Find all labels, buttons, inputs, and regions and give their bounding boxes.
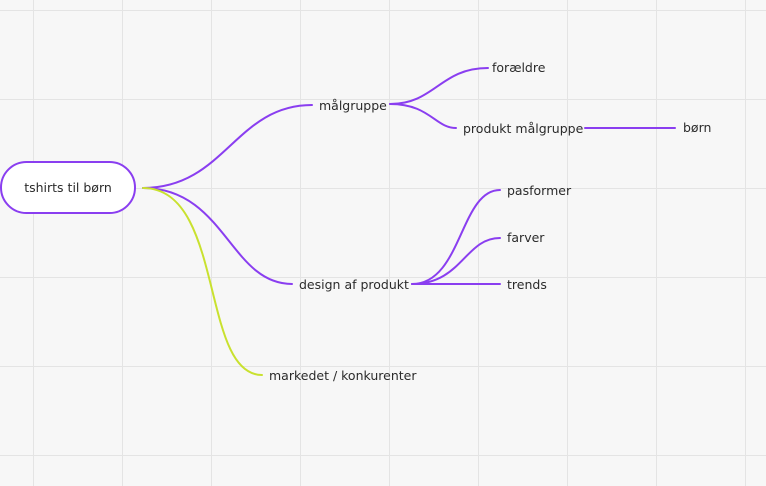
root-node-label: tshirts til børn [24, 180, 112, 195]
connector-design-pasformer [412, 190, 500, 284]
node-pasformer[interactable]: pasformer [507, 183, 571, 199]
node-markedet-konkurenter[interactable]: markedet / konkurenter [269, 368, 417, 384]
node-produkt-malgruppe[interactable]: produkt målgruppe [463, 121, 583, 137]
node-born[interactable]: børn [683, 120, 711, 136]
connector-root-design [143, 188, 292, 284]
node-design-af-produkt[interactable]: design af produkt [299, 277, 409, 293]
connector-malgruppe-foraeldre [390, 68, 488, 104]
connector-malgruppe-produkt [390, 104, 456, 128]
node-malgruppe[interactable]: målgruppe [319, 98, 387, 114]
node-foraeldre[interactable]: forældre [492, 60, 545, 76]
root-node[interactable]: tshirts til børn [0, 161, 136, 214]
connector-root-malgruppe [143, 105, 312, 188]
node-farver[interactable]: farver [507, 230, 544, 246]
node-trends[interactable]: trends [507, 277, 547, 293]
connector-root-markedet [143, 188, 262, 375]
